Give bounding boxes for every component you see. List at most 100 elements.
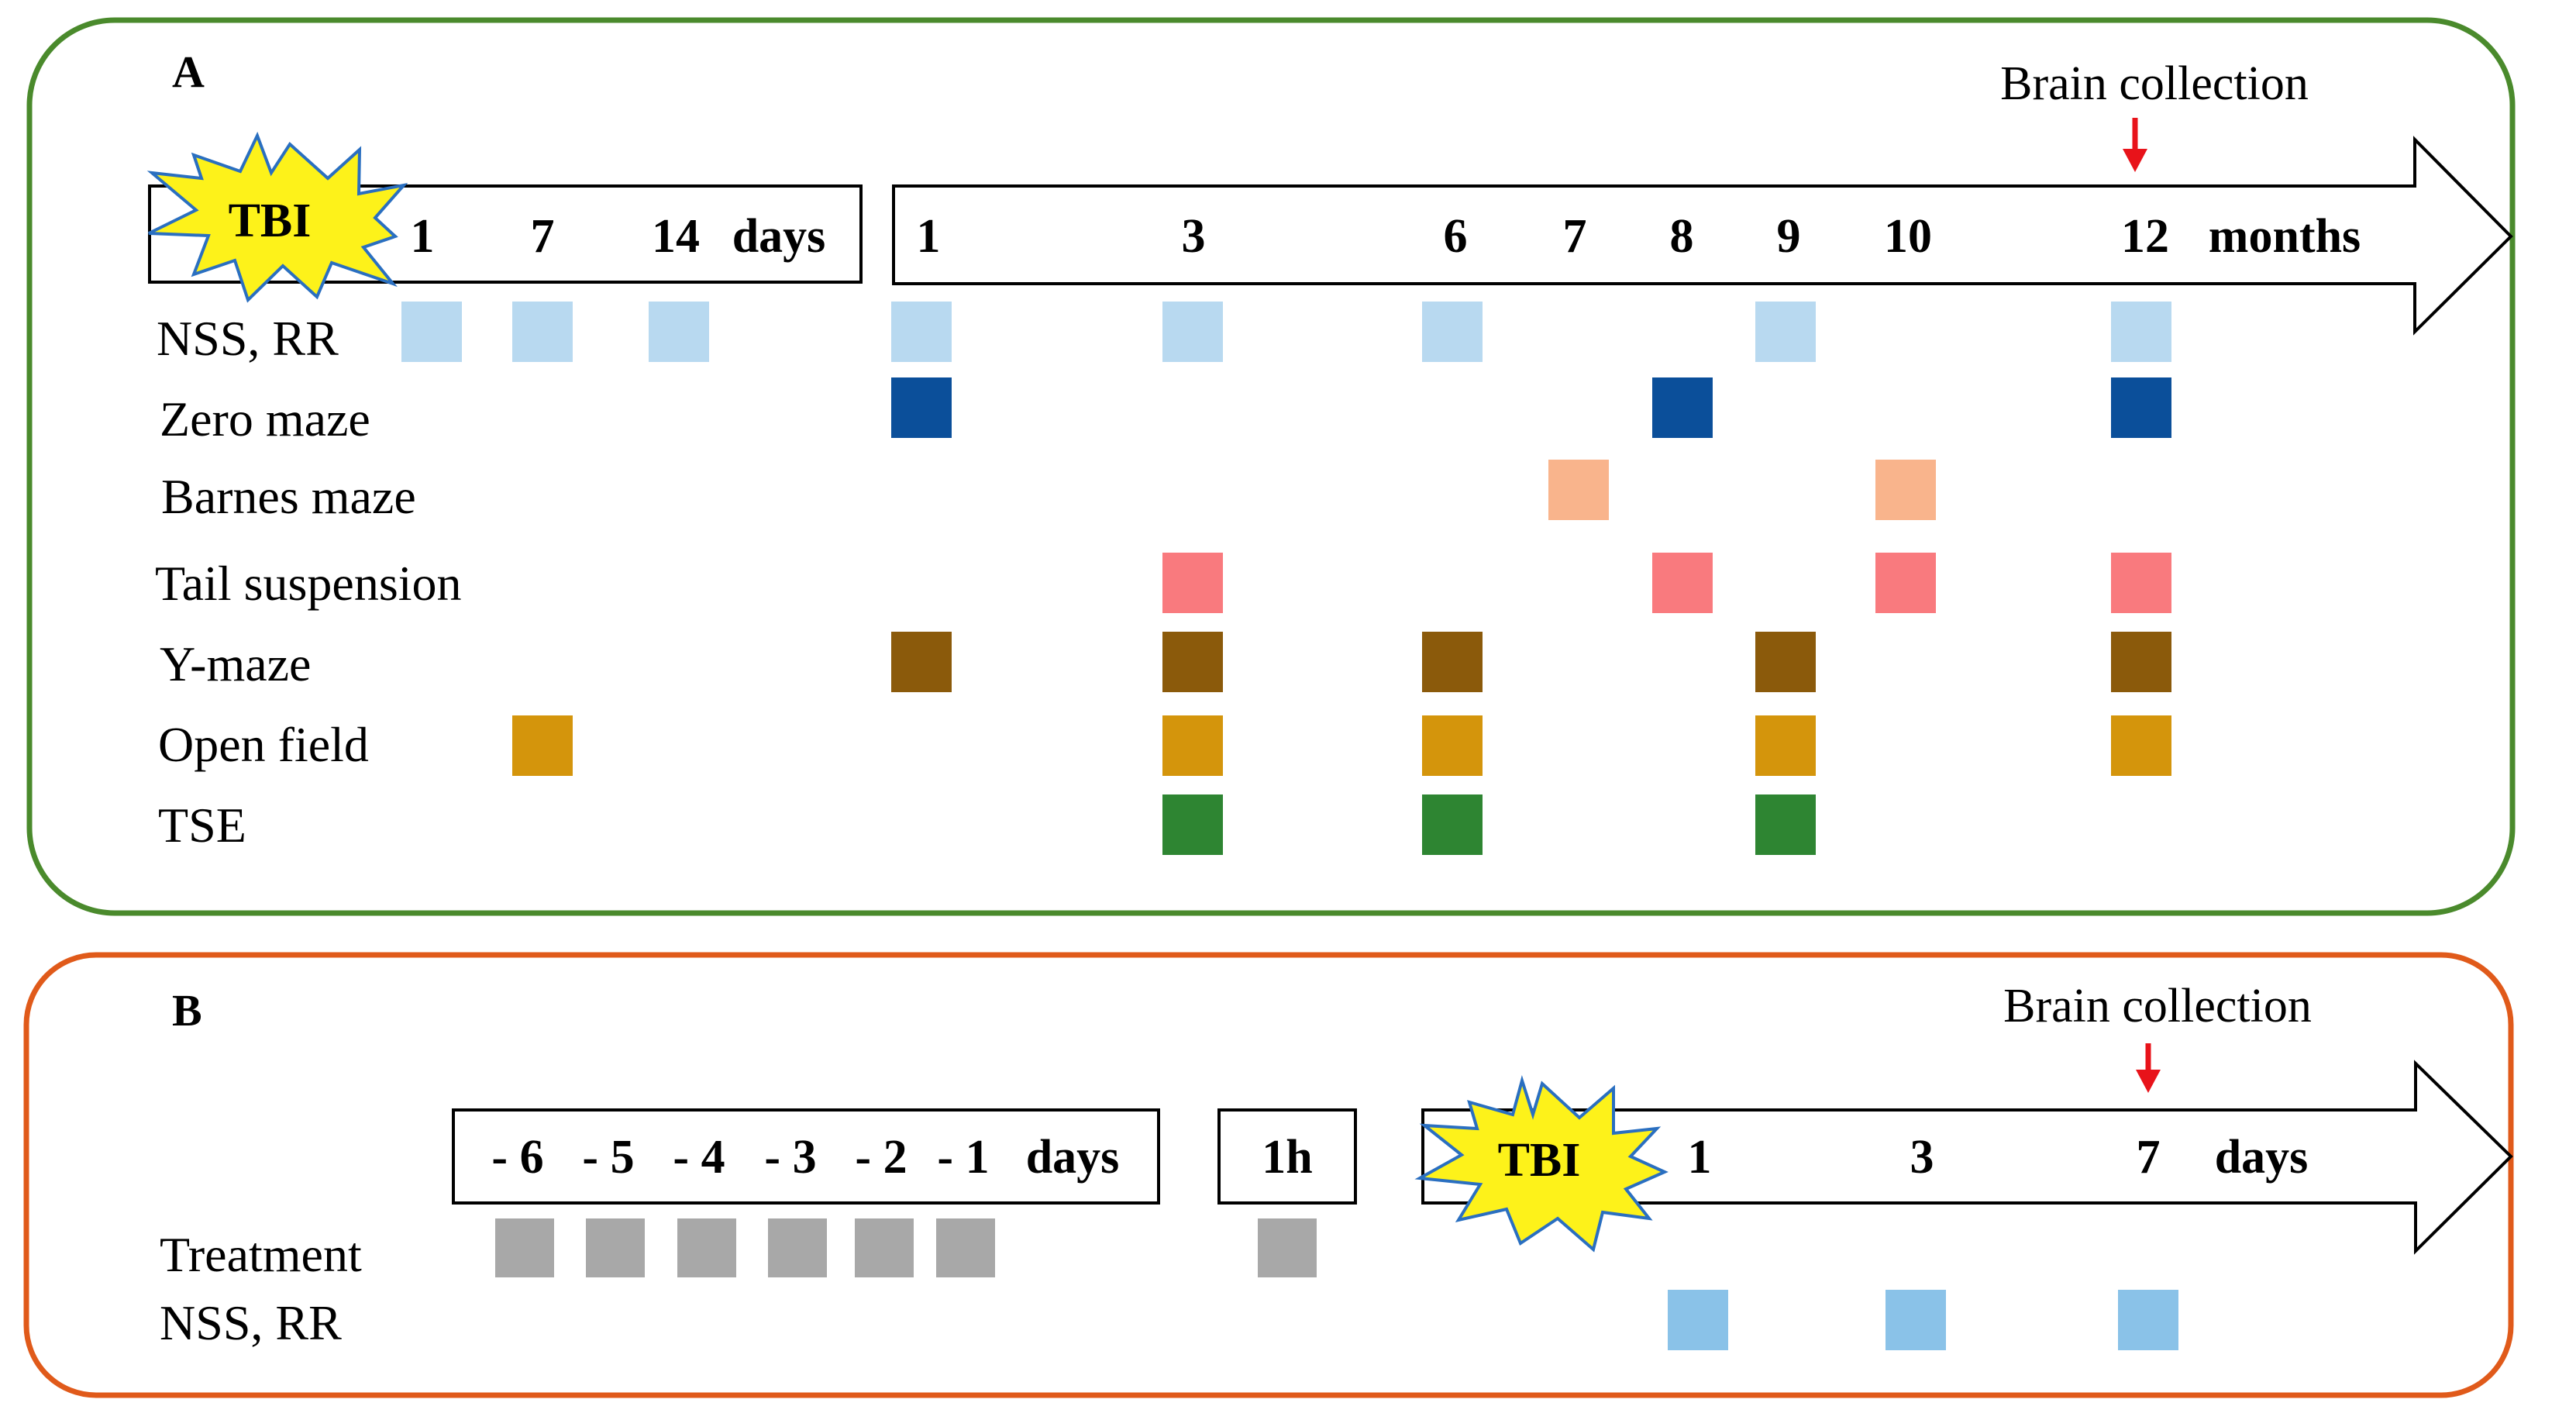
b-treatment-mark-pre-5 [586,1218,645,1277]
panel-a-timepoint-marks [401,302,2171,855]
post-unit-label: days [2215,1131,2309,1184]
panel-b-brain-collection-arrow [2136,1043,2161,1093]
panel-b-brain-collection-label: Brain collection [2003,980,2312,1032]
panel-a-brain-collection-label: Brain collection [2000,57,2309,110]
open-field-mark-month-6 [1422,715,1483,776]
open-field-mark-month-9 [1755,715,1816,776]
tse-mark-month-6 [1422,794,1483,855]
b-nss-rr-mark-post-1 [1668,1290,1728,1350]
panel-b-row-labels: Treatment NSS, RR [160,1227,362,1350]
panel-a-months-arrow [892,136,2513,336]
row-label-zero-maze: Zero maze [160,391,370,446]
nss-rr-mark-month-6 [1422,302,1483,362]
day-unit-label: days [732,210,826,263]
open-field-mark-month-3 [1162,715,1223,776]
month-tick-9: 9 [1777,210,1801,263]
row-label-treatment: Treatment [160,1227,362,1282]
y-maze-mark-month-6 [1422,632,1483,692]
month-tick-3: 3 [1182,210,1206,263]
panel-a-day-ticks: 1 7 14 days [411,210,826,263]
panel-a-tbi-starburst: TBI [146,131,408,303]
panel-a-starburst-icon [146,131,408,303]
month-tick-7: 7 [1563,210,1587,263]
month-tick-12: 12 [2121,210,2169,263]
panel-b-starburst-icon [1414,1074,1669,1253]
tse-mark-month-9 [1755,794,1816,855]
nss-rr-mark-day-7 [512,302,573,362]
barnes-maze-mark-month-7 [1548,460,1609,520]
panel-b-timepoint-marks [495,1218,2178,1350]
month-tick-6: 6 [1444,210,1468,263]
b-treatment-mark-pre-4 [677,1218,736,1277]
panel-b-pre-days-box [452,1108,1160,1205]
pre-tick-minus-4: - 4 [673,1131,725,1184]
row-label-y-maze: Y-maze [160,636,311,691]
panel-a-row-labels: NSS, RR Zero maze Barnes maze Tail suspe… [155,311,462,853]
day-tick-7: 7 [531,210,555,263]
panel-a-month-ticks: 1 3 6 7 8 9 10 12 months [917,210,2361,263]
b-treatment-mark-pre-3 [768,1218,827,1277]
open-field-mark-month-12 [2111,715,2171,776]
nss-rr-mark-month-12 [2111,302,2171,362]
zero-maze-mark-month-1 [891,377,952,438]
tail-suspension-mark-month-3 [1162,553,1223,613]
post-tick-1: 1 [1688,1131,1712,1184]
b-treatment-mark-pre-6 [495,1218,554,1277]
panel-b-tbi-starburst: TBI [1414,1074,1669,1253]
row-label-open-field: Open field [158,717,369,772]
pre-tick-minus-6: - 6 [491,1131,543,1184]
panel-b-tbi-label: TBI [1498,1134,1581,1187]
day-tick-1: 1 [411,210,435,263]
panel-b-hour-box [1217,1108,1357,1205]
b-treatment-mark-pre-2 [855,1218,914,1277]
y-maze-mark-month-3 [1162,632,1223,692]
nss-rr-mark-day-1 [401,302,462,362]
month-tick-8: 8 [1670,210,1694,263]
zero-maze-mark-month-12 [2111,377,2171,438]
row-label-b-nss-rr: NSS, RR [160,1295,342,1350]
y-maze-mark-month-1 [891,632,952,692]
month-unit-label: months [2209,210,2361,263]
b-treatment-mark-1h [1258,1218,1317,1277]
day-tick-14: 14 [652,210,700,263]
row-label-barnes-maze: Barnes maze [161,469,416,524]
zero-maze-mark-month-8 [1652,377,1713,438]
panel-a-letter: A [172,47,205,97]
nss-rr-mark-day-14 [649,302,709,362]
b-nss-rr-mark-post-3 [1886,1290,1946,1350]
tail-suspension-mark-month-12 [2111,553,2171,613]
row-label-nss-rr: NSS, RR [157,311,339,366]
nss-rr-mark-month-1 [891,302,952,362]
nss-rr-mark-month-3 [1162,302,1223,362]
panel-b: B - 6 - 5 - 4 - 3 - 2 - 1 days 1h 1 3 7 … [23,952,2514,1398]
pre-tick-minus-5: - 5 [582,1131,634,1184]
panel-a-border [26,17,2516,916]
tail-suspension-mark-month-8 [1652,553,1713,613]
post-tick-7: 7 [2137,1131,2161,1184]
panel-b-pre-ticks: - 6 - 5 - 4 - 3 - 2 - 1 days [491,1131,1119,1184]
pre-tick-minus-1: - 1 [937,1131,989,1184]
panel-a: A 1 7 14 days 1 3 6 7 8 9 10 12 months B… [26,17,2516,916]
panel-a-brain-collection-arrow [2123,118,2147,172]
panel-b-post-ticks: 1 3 7 days [1688,1131,2309,1184]
panel-b-border [23,952,2514,1398]
month-tick-10: 10 [1884,210,1932,263]
b-nss-rr-mark-post-7 [2118,1290,2178,1350]
hour-tick-1h: 1h [1262,1131,1312,1184]
panel-b-letter: B [172,985,202,1036]
y-maze-mark-month-9 [1755,632,1816,692]
tail-suspension-mark-month-10 [1875,553,1936,613]
row-label-tail-suspension: Tail suspension [155,556,462,611]
month-tick-1: 1 [917,210,941,263]
y-maze-mark-month-12 [2111,632,2171,692]
post-tick-3: 3 [1910,1131,1934,1184]
pre-unit-label: days [1026,1131,1120,1184]
open-field-mark-day-7 [512,715,573,776]
pre-tick-minus-2: - 2 [855,1131,907,1184]
tse-mark-month-3 [1162,794,1223,855]
pre-tick-minus-3: - 3 [764,1131,816,1184]
row-label-tse: TSE [158,798,246,853]
barnes-maze-mark-month-10 [1875,460,1936,520]
panel-a-tbi-label: TBI [229,195,312,247]
